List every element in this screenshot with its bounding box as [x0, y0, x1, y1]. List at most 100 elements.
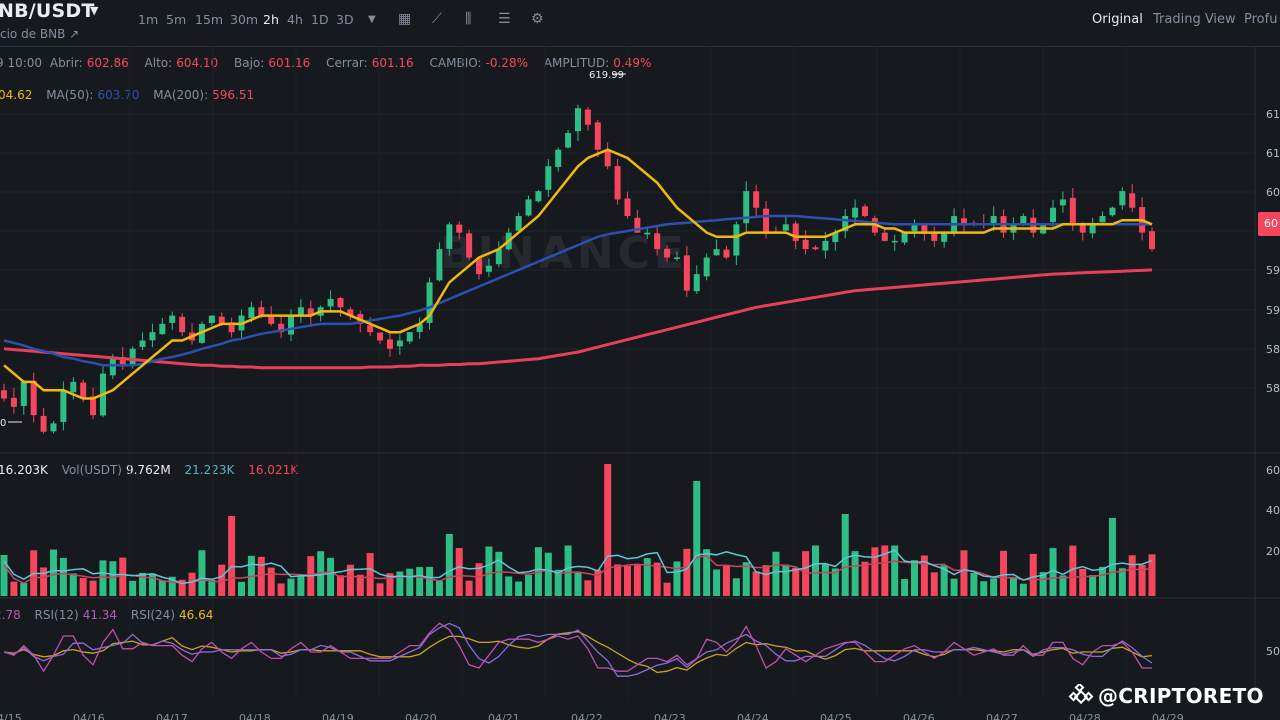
candle-type-icon[interactable]: ⫼ — [465, 11, 472, 27]
high-label: Alto: — [144, 56, 173, 70]
volume-bar — [485, 546, 493, 596]
timeframe-30m[interactable]: 30m — [230, 12, 259, 27]
candle — [1109, 207, 1116, 216]
volume-axis-label: 40 — [1266, 504, 1280, 517]
ohlc-time: 9 10:00 — [0, 56, 43, 70]
timeframe-5m[interactable]: 5m — [166, 12, 187, 27]
calendar-icon[interactable]: ▦ — [398, 11, 412, 27]
candle — [713, 249, 720, 256]
volume-bar — [821, 564, 829, 596]
timeframe-1m[interactable]: 1m — [138, 12, 159, 27]
volume-bar — [188, 572, 196, 596]
volume-bar — [1089, 575, 1097, 596]
candle — [396, 340, 403, 347]
volume-bar — [505, 576, 513, 596]
view-depth[interactable]: Profu — [1244, 12, 1278, 27]
volume-bar — [772, 551, 780, 596]
rsi-axis-label: 50 — [1266, 645, 1280, 658]
volume-bar — [1000, 550, 1008, 596]
ma50-value: 603.70 — [97, 88, 140, 102]
date-axis-label: 04/19 — [322, 712, 354, 720]
candle — [822, 240, 829, 251]
timeframe-1d[interactable]: 1D — [311, 12, 329, 27]
symbol-title[interactable]: NB/USDT — [0, 0, 95, 22]
volume-bar — [168, 576, 176, 596]
settings-gear-icon[interactable]: ⚙ — [531, 11, 544, 27]
view-trading-view[interactable]: Trading View — [1153, 12, 1236, 27]
volume-bar — [416, 567, 424, 596]
date-axis-label: 04/20 — [405, 712, 437, 720]
last-price-tag: 60 — [1258, 212, 1280, 236]
indicator-icon[interactable]: ⟋ — [432, 11, 442, 27]
volume-bar — [782, 564, 790, 596]
amplitude-label: AMPLITUD: — [543, 56, 610, 70]
volume-bar — [861, 561, 869, 596]
rsi24-line — [3, 630, 1153, 674]
symbol-subtitle[interactable]: cio de BNB ↗ — [0, 27, 80, 41]
candle — [960, 218, 967, 225]
volume-bar — [69, 573, 77, 596]
candle — [30, 380, 37, 416]
volume-bar — [960, 550, 968, 596]
timeframe-4h[interactable]: 4h — [287, 12, 303, 27]
candle — [832, 232, 839, 243]
volume-usdt-label: Vol(USDT) — [61, 463, 122, 477]
volume-bar — [79, 577, 87, 596]
candle — [159, 323, 166, 335]
volume-axis-label: 60 — [1266, 464, 1280, 477]
candle — [525, 199, 532, 216]
rsi-legend: 2.78 RSI(12)41.34 RSI(24)46.64 — [0, 608, 223, 622]
candle — [1079, 223, 1086, 233]
volume-bar — [495, 551, 503, 596]
candle — [673, 257, 680, 259]
volume-bar — [742, 562, 750, 596]
ma200-line — [3, 268, 1153, 370]
volume-bar — [831, 568, 839, 596]
layout-icon[interactable]: ☰ — [498, 11, 511, 27]
date-axis-label: 04/21 — [488, 712, 520, 720]
volume-bar — [257, 556, 265, 596]
candle — [624, 198, 631, 217]
volume-bar — [178, 579, 186, 596]
volume-bar — [465, 580, 473, 596]
view-original[interactable]: Original — [1092, 12, 1143, 27]
volume-bar — [564, 545, 572, 596]
candle — [278, 323, 285, 333]
volume-bar — [1108, 518, 1116, 596]
volume-bar — [1148, 554, 1156, 596]
date-axis-label: 04/22 — [571, 712, 603, 720]
candle — [792, 223, 799, 241]
candle — [476, 258, 483, 275]
date-axis-label: 04/15 — [0, 712, 22, 720]
timeframe-15m[interactable]: 15m — [195, 12, 224, 27]
candle — [10, 397, 17, 407]
volume-bar — [643, 558, 651, 596]
rsi12-value: 41.34 — [82, 608, 118, 622]
volume-bar — [762, 565, 770, 596]
more-timeframes-icon[interactable]: ▼ — [368, 14, 376, 25]
volume-bar — [910, 560, 918, 596]
volume-bar — [317, 551, 325, 596]
open-label: Abrir: — [49, 56, 83, 70]
ma50-label: MA(50): — [46, 88, 94, 102]
candle — [1059, 199, 1066, 206]
chevron-down-icon[interactable]: ▼ — [90, 4, 99, 17]
volume-bar — [980, 581, 988, 596]
timeframe-3d[interactable]: 3D — [336, 12, 354, 27]
candle — [575, 108, 581, 132]
volume-legend: 16.203K Vol(USDT) 9.762M 21.223K 16.021K — [0, 463, 310, 477]
volume-bar — [158, 580, 166, 596]
volume-bar — [267, 567, 275, 596]
candle — [20, 381, 27, 406]
volume-bar — [366, 553, 374, 596]
candle — [1119, 191, 1126, 206]
candle — [416, 323, 423, 333]
ma-legend: 04.62 MA(50): 603.70 MA(200): 596.51 — [0, 88, 266, 102]
volume-bar — [238, 581, 246, 596]
date-axis-label: 04/29 — [1152, 712, 1184, 720]
candle — [634, 217, 641, 233]
candle — [842, 216, 849, 232]
candle — [753, 191, 760, 208]
timeframe-2h[interactable]: 2h — [263, 12, 279, 27]
